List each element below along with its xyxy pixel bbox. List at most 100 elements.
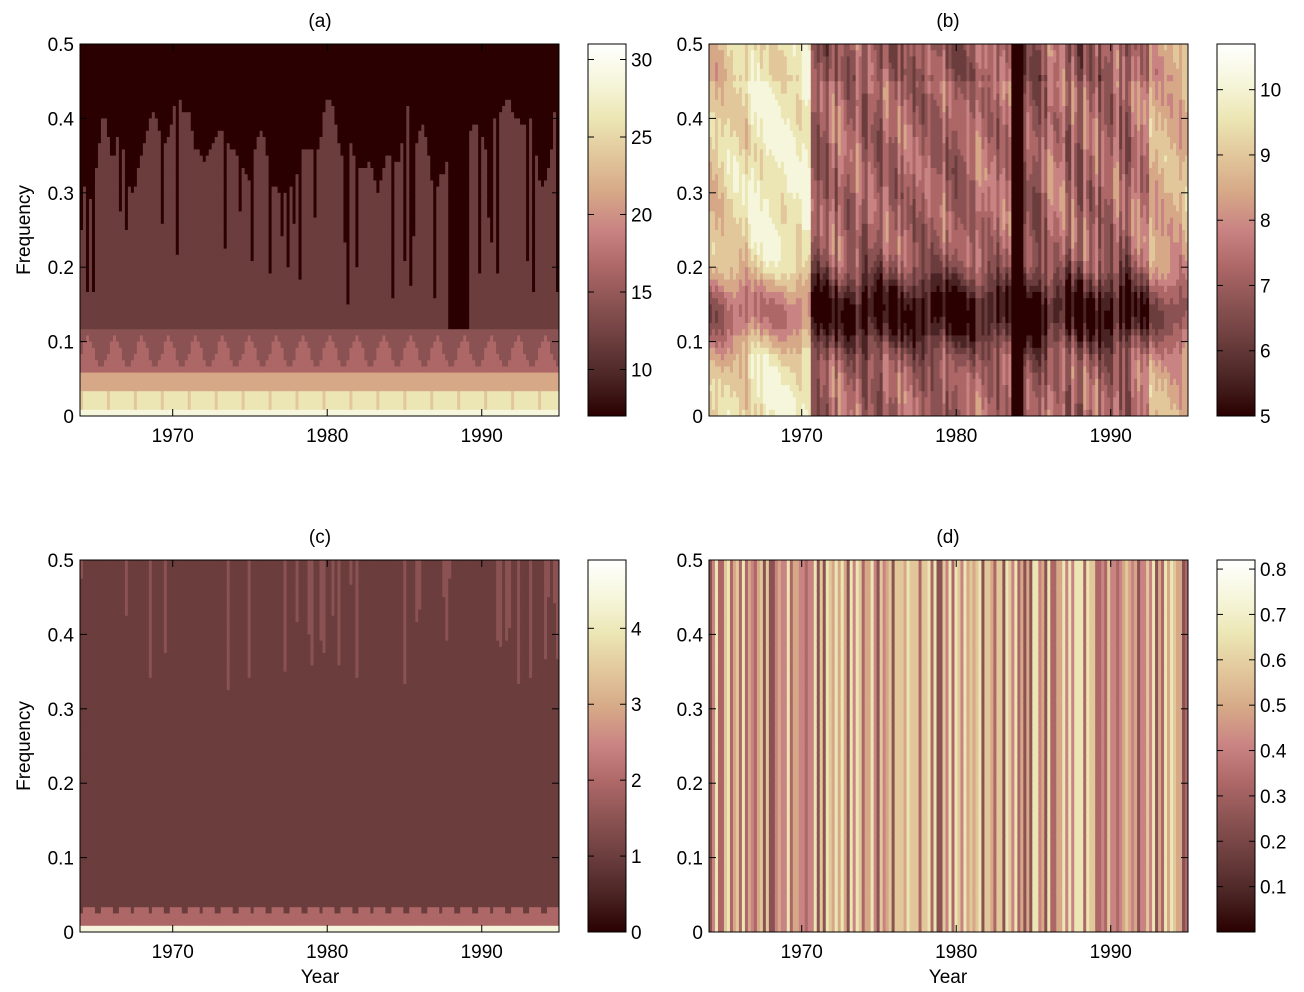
heatmap-cell: [301, 155, 306, 163]
heatmap-cell: [157, 354, 162, 361]
heatmap-cell: [292, 366, 297, 374]
heatmap-cell: [157, 236, 162, 243]
heatmap-cell: [103, 186, 108, 194]
heatmap-cell: [109, 118, 114, 126]
heatmap-cell: [256, 130, 261, 138]
heatmap-cell: [163, 242, 168, 250]
heatmap-cell: [283, 174, 288, 181]
heatmap-cell: [199, 93, 204, 101]
heatmap-cell: [223, 366, 228, 374]
heatmap-cell: [238, 304, 243, 312]
heatmap-cell: [235, 99, 240, 107]
heatmap-cell: [169, 87, 174, 95]
heatmap-cell: [82, 409, 87, 416]
heatmap-cell: [85, 391, 90, 398]
heatmap-cell: [310, 137, 315, 144]
heatmap-cell: [142, 217, 147, 225]
heatmap-cell: [211, 44, 216, 51]
heatmap-cell: [280, 99, 285, 107]
heatmap-cell: [130, 372, 135, 380]
heatmap-cell: [274, 316, 279, 324]
heatmap-cell: [172, 186, 177, 194]
heatmap-cell: [211, 354, 216, 361]
heatmap-cell: [127, 149, 132, 157]
heatmap-cell: [103, 192, 108, 200]
heatmap-cell: [268, 199, 273, 206]
heatmap-cell: [268, 242, 273, 250]
heatmap-cell: [82, 292, 87, 299]
heatmap-cell: [166, 310, 171, 318]
heatmap-cell: [298, 403, 303, 411]
heatmap-cell: [85, 155, 90, 163]
heatmap-cell: [277, 329, 282, 336]
heatmap-cell: [166, 81, 171, 88]
heatmap-cell: [271, 62, 276, 70]
heatmap-cell: [88, 106, 93, 113]
heatmap-cell: [232, 391, 237, 398]
heatmap-cell: [274, 211, 279, 219]
heatmap-cell: [148, 44, 153, 51]
heatmap-cell: [145, 118, 150, 126]
heatmap-cell: [148, 347, 153, 355]
heatmap-cell: [88, 292, 93, 299]
heatmap-cell: [109, 236, 114, 243]
heatmap-cell: [301, 285, 306, 293]
heatmap-cell: [169, 137, 174, 144]
heatmap-cell: [313, 261, 318, 268]
heatmap-cell: [241, 143, 246, 150]
heatmap-cell: [214, 242, 219, 250]
heatmap-cell: [172, 230, 177, 237]
heatmap-cell: [94, 161, 99, 169]
heatmap-cell: [307, 205, 312, 212]
heatmap-cell: [277, 360, 282, 367]
heatmap-cell: [193, 168, 198, 175]
heatmap-cell: [133, 186, 138, 194]
heatmap-cell: [133, 248, 138, 256]
heatmap-cell: [130, 168, 135, 175]
heatmap-cell: [289, 230, 294, 237]
heatmap-cell: [166, 223, 171, 231]
heatmap-cell: [154, 285, 159, 293]
heatmap-cell: [148, 186, 153, 194]
heatmap-cell: [172, 75, 177, 82]
heatmap-cell: [256, 186, 261, 194]
heatmap-cell: [328, 81, 333, 88]
heatmap-cell: [94, 316, 99, 324]
heatmap-cell: [184, 93, 189, 101]
heatmap-cell: [229, 44, 234, 51]
heatmap-cell: [199, 68, 204, 76]
heatmap-cell: [268, 75, 273, 82]
heatmap-cell: [133, 254, 138, 262]
heatmap-cell: [256, 205, 261, 212]
heatmap-cell: [142, 378, 147, 386]
heatmap-cell: [190, 56, 195, 64]
heatmap-cell: [244, 397, 249, 405]
heatmap-cell: [244, 304, 249, 312]
heatmap-cell: [283, 50, 288, 57]
heatmap-cell: [247, 341, 252, 349]
heatmap-cell: [142, 62, 147, 70]
heatmap-cell: [184, 273, 189, 281]
heatmap-cell: [289, 180, 294, 188]
heatmap-cell: [208, 75, 213, 82]
heatmap-cell: [217, 316, 222, 324]
heatmap-cell: [118, 130, 123, 138]
heatmap-cell: [307, 267, 312, 274]
heatmap-cell: [172, 292, 177, 299]
heatmap-cell: [280, 186, 285, 194]
heatmap-cell: [157, 186, 162, 194]
heatmap-cell: [151, 360, 156, 367]
heatmap-cell: [187, 242, 192, 250]
heatmap-cell: [112, 378, 117, 386]
heatmap-cell: [301, 149, 306, 157]
heatmap-cell: [205, 106, 210, 113]
heatmap-cell: [280, 248, 285, 256]
heatmap-cell: [301, 174, 306, 181]
heatmap-cell: [181, 378, 186, 386]
heatmap-cell: [292, 174, 297, 181]
heatmap-cell: [211, 161, 216, 169]
heatmap-cell: [193, 68, 198, 76]
heatmap-cell: [271, 56, 276, 64]
heatmap-cell: [139, 223, 144, 231]
heatmap-cell: [112, 366, 117, 374]
